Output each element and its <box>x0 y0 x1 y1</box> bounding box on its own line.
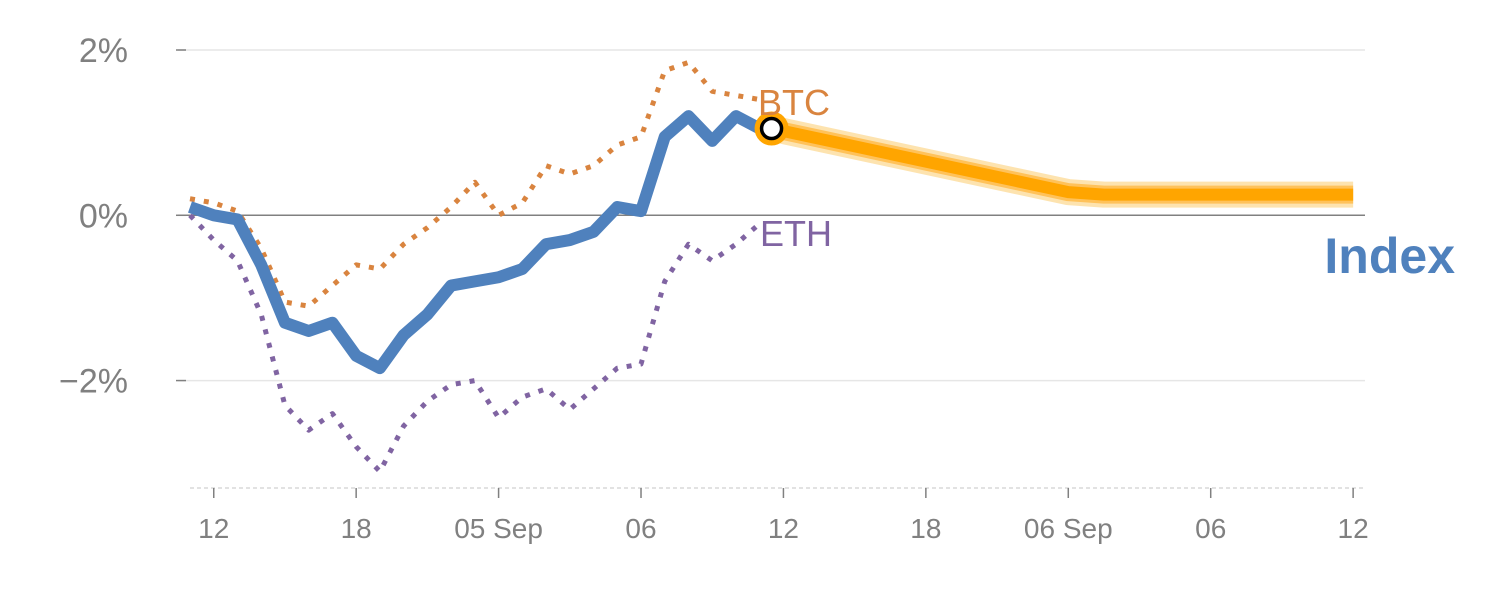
series-btc-line <box>189 59 761 309</box>
label-index: Index <box>1324 228 1455 284</box>
x-tick-label: 12 <box>1338 513 1369 544</box>
x-tick-label: 18 <box>910 513 941 544</box>
label-btc: BTC <box>758 82 830 123</box>
y-tick-label: 0% <box>79 197 128 235</box>
x-tick-label: 12 <box>198 513 229 544</box>
gridlines <box>178 49 1365 382</box>
series-lines <box>188 59 1354 474</box>
x-tick-label: 06 <box>625 513 656 544</box>
x-axis: 12 18 05 Sep 06 12 18 06 Sep 06 12 <box>190 487 1369 544</box>
series-forecast-line <box>770 122 1354 201</box>
label-eth: ETH <box>760 213 832 254</box>
series-labels: BTC ETH Index <box>758 82 1455 284</box>
marker-dot <box>759 116 784 141</box>
x-tick-label: 12 <box>768 513 799 544</box>
x-tick-label: 18 <box>341 513 372 544</box>
x-tick-label: 06 Sep <box>1024 513 1113 544</box>
x-tick-label: 05 Sep <box>454 513 543 544</box>
series-index-line <box>188 110 763 375</box>
y-tick-label: 2% <box>79 32 128 70</box>
series-eth-line <box>188 213 762 474</box>
y-tick-label: −2% <box>59 363 128 401</box>
x-tick-label: 06 <box>1195 513 1226 544</box>
y-axis: 2% 0% −2% <box>59 32 186 401</box>
